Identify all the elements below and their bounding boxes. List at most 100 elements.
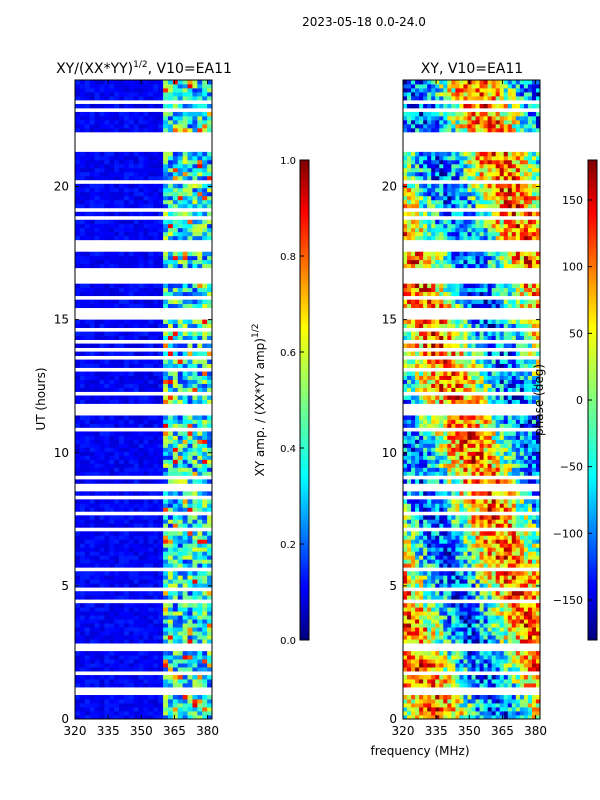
amplitude-cell: [79, 399, 86, 404]
amplitude-cell: [187, 507, 193, 512]
amplitude-cell: [158, 227, 164, 233]
amplitude-cell: [153, 95, 159, 101]
amplitude-cell: [197, 379, 203, 384]
phase-cell: [443, 683, 448, 688]
phase-cell: [471, 459, 477, 464]
amplitude-cell: [192, 679, 198, 684]
amplitude-cell: [133, 223, 140, 229]
phase-cell: [451, 631, 456, 636]
amplitude-cell: [128, 435, 135, 440]
amplitude-cell: [148, 459, 154, 464]
amplitude-cell: [119, 619, 125, 624]
amplitude-cell: [187, 335, 193, 340]
amplitude-cell: [172, 663, 179, 668]
amplitude-cell: [138, 503, 144, 508]
amplitude-cell: [177, 319, 184, 325]
amplitude-cell: [207, 335, 213, 340]
phase-cell: [523, 531, 529, 536]
amplitude-cell: [187, 467, 193, 472]
phase-cell: [435, 551, 440, 556]
amplitude-cell: [89, 583, 96, 588]
phase-cell: [479, 683, 485, 688]
amplitude-cell: [89, 707, 96, 712]
amplitude-cell: [128, 591, 135, 596]
phase-cell: [499, 507, 505, 512]
phase-cell: [479, 619, 485, 624]
amplitude-cell: [75, 695, 81, 700]
phase-cell: [515, 683, 521, 688]
amplitude-cell: [158, 223, 164, 229]
amplitude-cell: [163, 187, 169, 193]
phase-cell: [463, 459, 468, 464]
amplitude-cell: [197, 463, 203, 468]
amplitude-cell: [172, 263, 179, 269]
amplitude-cell: [148, 259, 154, 265]
amplitude-cell: [192, 227, 198, 233]
amplitude-cell: [163, 707, 169, 712]
amplitude-cell: [119, 543, 125, 548]
amplitude-cell: [207, 419, 213, 424]
phase-cell: [439, 707, 444, 712]
amplitude-cell: [202, 259, 208, 265]
amplitude-cell: [143, 123, 149, 129]
amplitude-cell: [177, 623, 184, 628]
phase-cell: [531, 551, 537, 556]
phase-cell: [511, 555, 517, 560]
amplitude-cell: [158, 80, 164, 85]
phase-cell: [475, 579, 481, 584]
phase-cell: [403, 571, 408, 576]
amplitude-cell: [99, 507, 105, 512]
phase-cell: [463, 523, 468, 528]
phase-cell: [503, 711, 509, 716]
amplitude-cell: [202, 659, 208, 664]
amplitude-cell: [182, 459, 189, 464]
amplitude-cell: [128, 607, 135, 612]
phase-cell: [499, 627, 505, 632]
phase-cell: [503, 715, 509, 720]
phase-cell: [495, 563, 501, 568]
amplitude-cell: [148, 443, 154, 448]
amplitude-cell: [148, 263, 154, 269]
phase-cell: [471, 535, 477, 540]
phase-cell: [527, 631, 533, 636]
amplitude-cell: [163, 515, 169, 520]
phase-cell: [499, 675, 505, 680]
phase-cell: [503, 499, 509, 504]
amplitude-cell: [172, 635, 179, 640]
phase-cell: [527, 663, 533, 668]
amplitude-cell: [128, 323, 135, 329]
amplitude-cell: [119, 191, 125, 197]
amplitude-cell: [182, 631, 189, 636]
amplitude-cell: [197, 559, 203, 564]
amplitude-cell: [148, 415, 154, 420]
phase-cell: [475, 471, 481, 476]
phase-cell: [423, 663, 428, 668]
phase-cell: [491, 515, 497, 520]
phase-cell: [447, 551, 452, 556]
amplitude-cell: [84, 667, 91, 672]
amplitude-cell: [143, 387, 149, 392]
amplitude-cell: [79, 351, 86, 356]
amplitude-cell: [148, 123, 154, 129]
phase-cell: [507, 579, 513, 584]
amplitude-cell: [128, 111, 135, 117]
phase-cell: [483, 571, 489, 576]
phase-cell: [515, 663, 521, 668]
amplitude-cell: [172, 287, 179, 293]
phase-cell: [407, 635, 412, 640]
amplitude-cell: [197, 87, 203, 93]
amplitude-cell: [197, 223, 203, 229]
amplitude-cell: [75, 595, 81, 600]
phase-cell: [455, 563, 460, 568]
amplitude-cell: [75, 655, 81, 660]
amplitude-cell: [128, 91, 135, 97]
phase-cell: [519, 679, 525, 684]
phase-cell: [483, 535, 489, 540]
amplitude-cell: [75, 287, 81, 293]
phase-cell: [447, 531, 452, 536]
amplitude-cell: [128, 87, 135, 93]
phase-cell: [523, 703, 529, 708]
amplitude-cell: [94, 379, 100, 384]
amplitude-cell: [202, 255, 208, 261]
amplitude-cell: [182, 255, 189, 261]
